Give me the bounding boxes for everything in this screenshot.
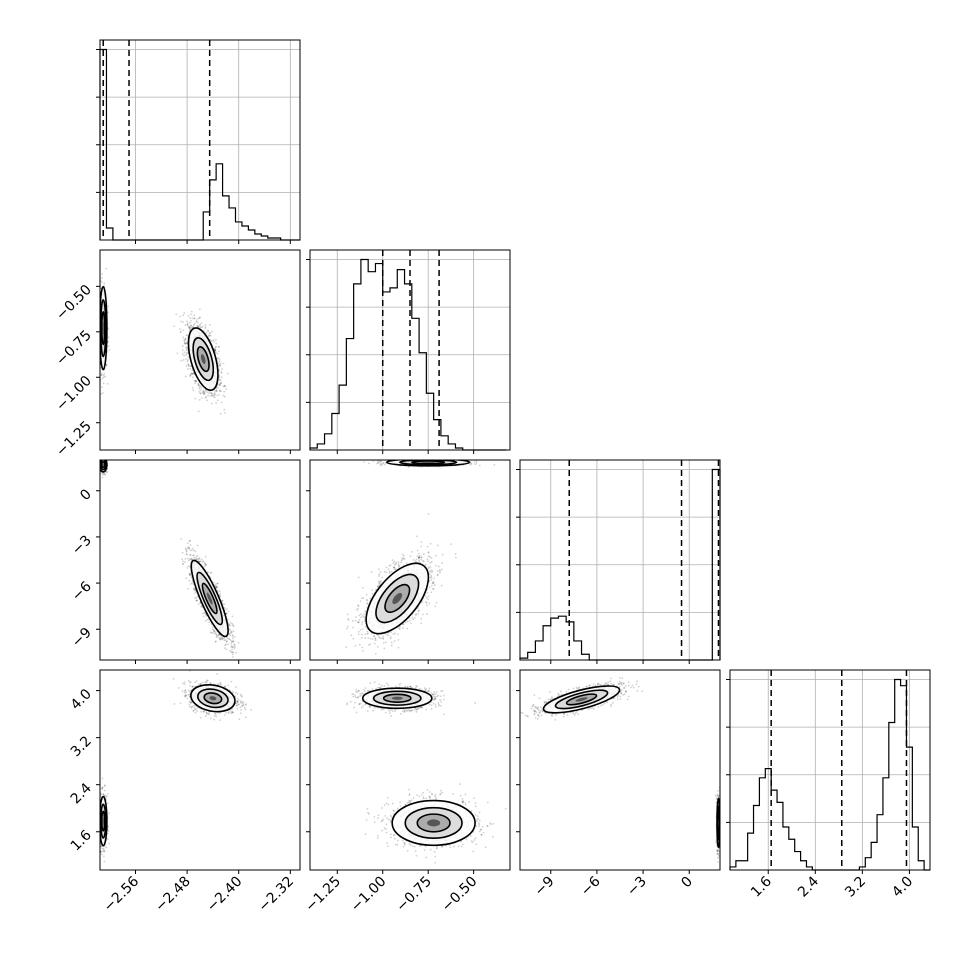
contour-level bbox=[391, 696, 403, 700]
x-tick-label: 4.0 bbox=[889, 874, 916, 901]
panel-frame bbox=[519, 669, 721, 871]
panel-frame bbox=[729, 669, 931, 871]
contour-level bbox=[102, 817, 104, 826]
x-tick-label: −2.56 bbox=[101, 873, 143, 915]
x-tick-label: 3.2 bbox=[842, 874, 869, 901]
scatter-panel-3-4 bbox=[516, 669, 721, 874]
y-tick-label: −3 bbox=[69, 532, 95, 558]
x-tick-label: −2.48 bbox=[152, 874, 194, 916]
histogram-panel-1 bbox=[96, 39, 301, 244]
x-tick-label: 0 bbox=[678, 874, 696, 892]
y-tick-label: −0.50 bbox=[53, 282, 95, 324]
panel-frame bbox=[99, 459, 301, 661]
x-tick-label: −6 bbox=[578, 873, 604, 899]
x-tick-label: 1.6 bbox=[748, 873, 775, 900]
y-tick-label: −9 bbox=[69, 625, 95, 651]
y-tick-label: 0 bbox=[77, 486, 95, 504]
contour-level bbox=[392, 592, 403, 605]
histogram-bars bbox=[309, 258, 507, 451]
panel-frame bbox=[309, 459, 511, 661]
contour-level bbox=[427, 819, 441, 827]
y-tick-label: −1.25 bbox=[53, 418, 95, 460]
x-tick-label: −1.00 bbox=[348, 874, 390, 916]
y-tick-label: 2.4 bbox=[68, 780, 95, 807]
scatter-panel-1-2 bbox=[96, 249, 301, 454]
scatter-panel-2-3 bbox=[306, 459, 511, 664]
contour-level bbox=[102, 463, 104, 466]
y-tick-label: −6 bbox=[69, 579, 95, 605]
contour-level bbox=[421, 461, 435, 463]
panel-frame bbox=[99, 669, 301, 871]
histogram-panel-2 bbox=[306, 249, 511, 454]
histogram-panel-4 bbox=[726, 669, 931, 874]
panel-frame bbox=[99, 249, 301, 451]
y-tick-label: 4.0 bbox=[68, 686, 95, 713]
contour-level bbox=[206, 592, 213, 605]
x-tick-label: −0.50 bbox=[439, 874, 481, 916]
x-tick-label: −2.40 bbox=[204, 874, 246, 916]
scatter-panel-1-3 bbox=[96, 459, 301, 664]
x-tick-label: −3 bbox=[624, 874, 650, 900]
panel-frame bbox=[309, 249, 511, 451]
contour-level bbox=[209, 696, 217, 701]
x-tick-label: −1.25 bbox=[302, 874, 344, 916]
contour-level bbox=[102, 321, 104, 335]
x-tick-label: −0.75 bbox=[393, 874, 435, 916]
histogram-panel-3 bbox=[516, 459, 721, 664]
scatter-panel-1-4 bbox=[96, 669, 301, 874]
scatter-panel-2-4 bbox=[306, 669, 511, 874]
y-tick-label: −1.00 bbox=[53, 373, 95, 415]
panel-frame bbox=[519, 459, 721, 661]
x-tick-label: −2.32 bbox=[255, 874, 297, 916]
y-tick-label: −0.75 bbox=[53, 327, 95, 369]
panel-frame bbox=[99, 39, 301, 241]
panel-frame bbox=[309, 669, 511, 871]
y-tick-label: 1.6 bbox=[68, 827, 95, 854]
contour-level bbox=[575, 697, 588, 702]
y-tick-label: 3.2 bbox=[68, 733, 95, 760]
x-tick-label: −9 bbox=[532, 874, 558, 900]
x-tick-label: 2.4 bbox=[795, 873, 822, 900]
